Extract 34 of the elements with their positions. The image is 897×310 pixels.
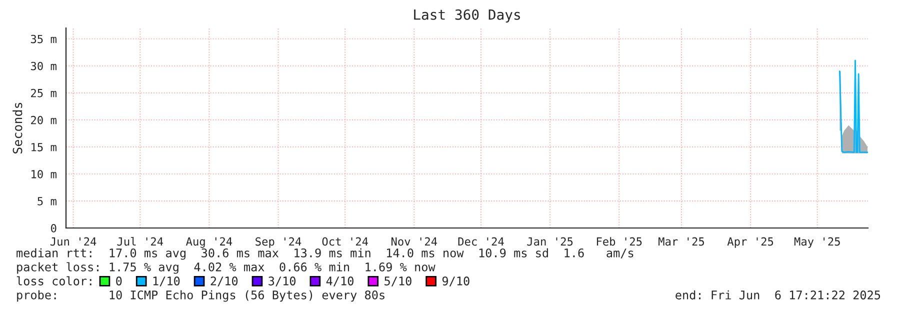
legend-label: 4/10 <box>326 276 354 286</box>
x-tick-label: Apr '25 <box>727 237 774 248</box>
y-tick-label: 30 m <box>30 62 56 70</box>
legend-label: 3/10 <box>268 276 296 286</box>
y-tick-label: 15 m <box>32 143 56 152</box>
x-tick-label: Feb '25 <box>596 237 642 246</box>
y-tick-label: 5 m <box>38 197 56 206</box>
y-tick-label: 25 m <box>31 88 56 98</box>
x-tick-label: Jul '24 <box>117 237 164 246</box>
x-tick-label: Jan '25 <box>527 237 573 246</box>
legend-title: loss color: <box>16 276 92 286</box>
x-tick-label: Mar '25 <box>658 237 704 246</box>
x-tick-label: Aug '24 <box>186 237 232 248</box>
x-tick-label: Nov '24 <box>391 237 438 246</box>
y-tick-label: 20 m <box>31 116 56 124</box>
legend-label: 5/10 <box>384 276 412 286</box>
legend-label: 2/10 <box>210 276 238 286</box>
y-tick-label: 0 <box>51 224 56 232</box>
y-tick-label: 10 m <box>32 170 56 178</box>
y-tick-label: 35 m <box>30 34 56 44</box>
y-axis-title: Seconds <box>12 102 22 154</box>
chart-title: Last 360 Days <box>414 9 520 23</box>
x-tick-label: Jun '24 <box>50 237 96 246</box>
text: median rtt: 17.0 ms avg 30.6 ms max 13.9 ms min 14.0 ms now 10.9 ms sd 1.6 am/s <box>16 248 634 260</box>
text: packet loss: 1.75 % avg 4.02 % max 0.66 % min 1.69 % now <box>17 262 436 274</box>
legend-label: 0 <box>116 276 122 286</box>
text: probe: 10 ICMP Echo Pings (56 Bytes) every 80s <box>17 290 384 302</box>
x-tick-label: May '25 <box>794 237 840 248</box>
x-tick-label: Oct '24 <box>322 237 368 246</box>
legend-label: 1/10 <box>153 276 180 286</box>
x-tick-label: Sep '24 <box>256 237 302 248</box>
legend-label: 9/10 <box>442 276 470 286</box>
text: end: Fri Jun 6 17:21:22 2025 <box>676 290 880 300</box>
x-tick-label: Dec '24 <box>458 237 504 246</box>
